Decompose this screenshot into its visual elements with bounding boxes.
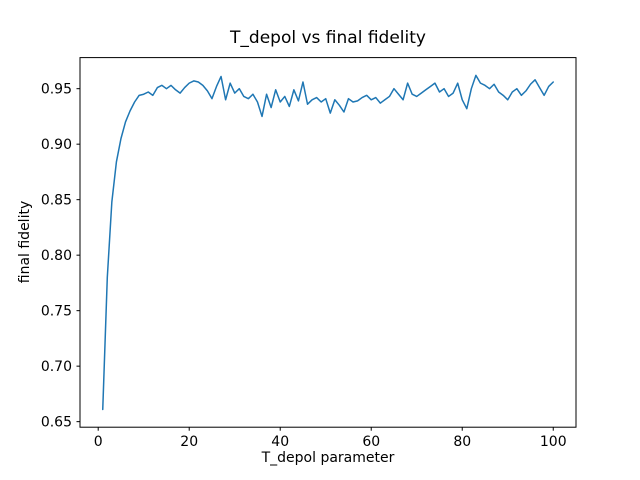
y-tick-label: 0.80 — [41, 248, 72, 264]
y-tick-label: 0.95 — [41, 82, 72, 98]
chart-title: T_depol vs final fidelity — [230, 28, 426, 48]
y-tick-label: 0.70 — [41, 359, 72, 375]
axes-frame — [79, 57, 577, 428]
x-tick-label: 100 — [540, 434, 567, 450]
x-tick-label: 20 — [180, 434, 198, 450]
x-axis-label: T_depol parameter — [261, 450, 395, 466]
y-tick-label: 0.65 — [41, 415, 72, 431]
y-tick-label: 0.90 — [41, 137, 72, 153]
y-tick-label: 0.75 — [41, 304, 72, 320]
y-axis-label: final fidelity — [17, 200, 33, 284]
x-tick-label: 80 — [453, 434, 471, 450]
x-tick-label: 60 — [362, 434, 380, 450]
x-tick-label: 0 — [94, 434, 103, 450]
series-line — [102, 74, 554, 411]
x-tick-label: 40 — [271, 434, 289, 450]
y-tick-label: 0.85 — [41, 193, 72, 209]
